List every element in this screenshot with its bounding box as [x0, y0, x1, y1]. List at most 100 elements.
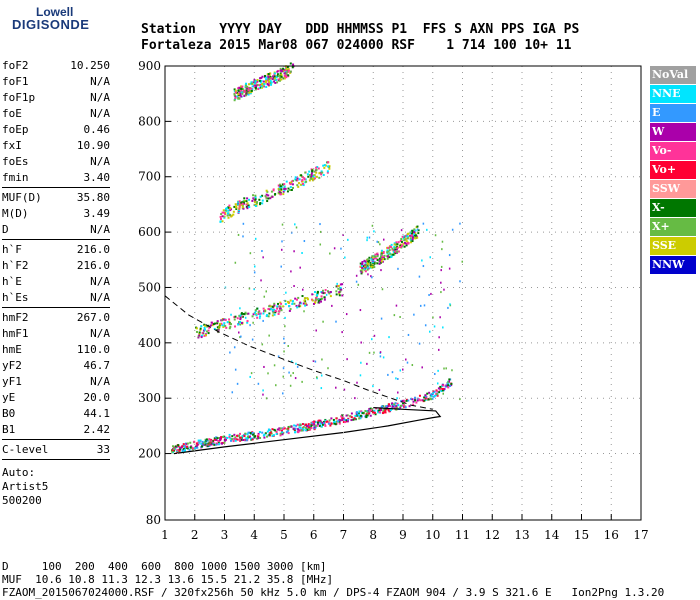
- echo-point: [394, 248, 397, 251]
- echo-point: [253, 288, 255, 291]
- echo-point: [290, 270, 292, 273]
- echo-point: [236, 202, 239, 205]
- echo-point: [281, 223, 284, 226]
- echo-point: [321, 289, 324, 292]
- echo-point: [395, 377, 397, 380]
- echo-point: [373, 262, 376, 265]
- echo-point: [197, 336, 200, 339]
- echo-point: [388, 256, 391, 259]
- echo-point: [411, 229, 414, 232]
- echo-point: [262, 80, 265, 83]
- echo-point: [200, 334, 203, 337]
- echo-point: [315, 376, 318, 379]
- echo-point: [366, 261, 369, 264]
- echo-point: [359, 309, 362, 312]
- param-value: 2.42: [83, 423, 111, 436]
- echo-point: [279, 427, 282, 430]
- echo-point: [240, 322, 243, 325]
- echo-point: [283, 76, 286, 79]
- echo-point: [235, 206, 238, 209]
- legend-item: Vo+: [650, 161, 696, 179]
- echo-point: [287, 69, 290, 72]
- echo-point: [313, 426, 316, 429]
- echo-point: [343, 418, 346, 421]
- echo-point: [245, 439, 248, 442]
- echo-point: [259, 437, 262, 440]
- echo-point: [247, 90, 250, 93]
- echo-point: [365, 410, 368, 413]
- echo-point: [322, 164, 325, 167]
- param-name: foF1p: [2, 91, 36, 104]
- echo-point: [397, 404, 400, 407]
- echo-point: [391, 247, 394, 250]
- echo-point: [321, 291, 324, 294]
- echo-point: [302, 426, 305, 429]
- echo-point: [215, 439, 218, 442]
- echo-point: [282, 392, 284, 395]
- echo-point: [200, 325, 203, 328]
- param-value: 33: [96, 443, 110, 456]
- x-tick-label: 6: [310, 528, 318, 542]
- echo-point: [326, 171, 329, 174]
- echo-point: [395, 405, 398, 408]
- echo-point: [212, 323, 215, 326]
- echo-point: [236, 438, 239, 441]
- echo-point: [281, 433, 284, 436]
- param-group-3: h`F 216.0 h`F2 216.0 h`E N/A h`Es N/A: [2, 242, 110, 306]
- echo-point: [238, 331, 240, 334]
- echo-point: [412, 403, 415, 406]
- echo-point: [379, 409, 382, 412]
- echo-point: [177, 444, 180, 447]
- echo-point: [219, 438, 222, 441]
- echo-point: [338, 421, 341, 424]
- echo-point: [356, 414, 359, 417]
- echo-point: [402, 368, 404, 371]
- echo-point: [338, 291, 341, 294]
- echo-point: [204, 334, 207, 337]
- echo-point: [317, 301, 320, 304]
- echo-point: [354, 418, 357, 421]
- echo-point: [238, 205, 241, 208]
- echo-point: [244, 438, 247, 441]
- echo-point: [421, 399, 424, 402]
- param-value: 267.0: [76, 311, 110, 324]
- echo-point: [240, 90, 243, 93]
- echo-point: [315, 329, 317, 332]
- echo-point: [233, 438, 236, 441]
- echo-point: [223, 435, 226, 438]
- echo-point: [335, 285, 338, 288]
- echo-point: [241, 92, 244, 95]
- echo-point: [313, 177, 316, 180]
- echo-point: [256, 435, 259, 438]
- echo-point: [283, 69, 286, 72]
- y-tick-label: 80: [146, 513, 161, 527]
- echo-point: [253, 85, 256, 88]
- echo-point: [289, 299, 292, 302]
- auto-code: 500200: [2, 494, 42, 507]
- echo-point: [280, 302, 283, 305]
- echo-point: [319, 298, 322, 301]
- echo-point: [234, 98, 237, 101]
- echo-point: [186, 447, 189, 450]
- param-name: hmF1: [2, 327, 29, 340]
- echo-point: [293, 285, 295, 288]
- echo-point: [280, 265, 282, 268]
- echo-point: [251, 338, 254, 341]
- echo-point: [263, 310, 266, 313]
- echo-point: [262, 434, 265, 437]
- param-value: 216.0: [76, 259, 110, 272]
- echo-point: [417, 229, 420, 232]
- echo-point: [373, 411, 376, 414]
- echo-point: [395, 408, 398, 411]
- echo-point: [215, 443, 218, 446]
- echo-point: [387, 409, 390, 412]
- echo-point: [371, 255, 374, 258]
- echo-point: [256, 307, 259, 310]
- echo-point: [277, 302, 280, 305]
- echo-point: [185, 442, 188, 445]
- param-row: foF1 N/A: [2, 74, 110, 90]
- echo-point: [364, 264, 367, 267]
- echo-point: [377, 409, 380, 412]
- echo-point: [188, 448, 191, 451]
- echo-point: [365, 264, 368, 267]
